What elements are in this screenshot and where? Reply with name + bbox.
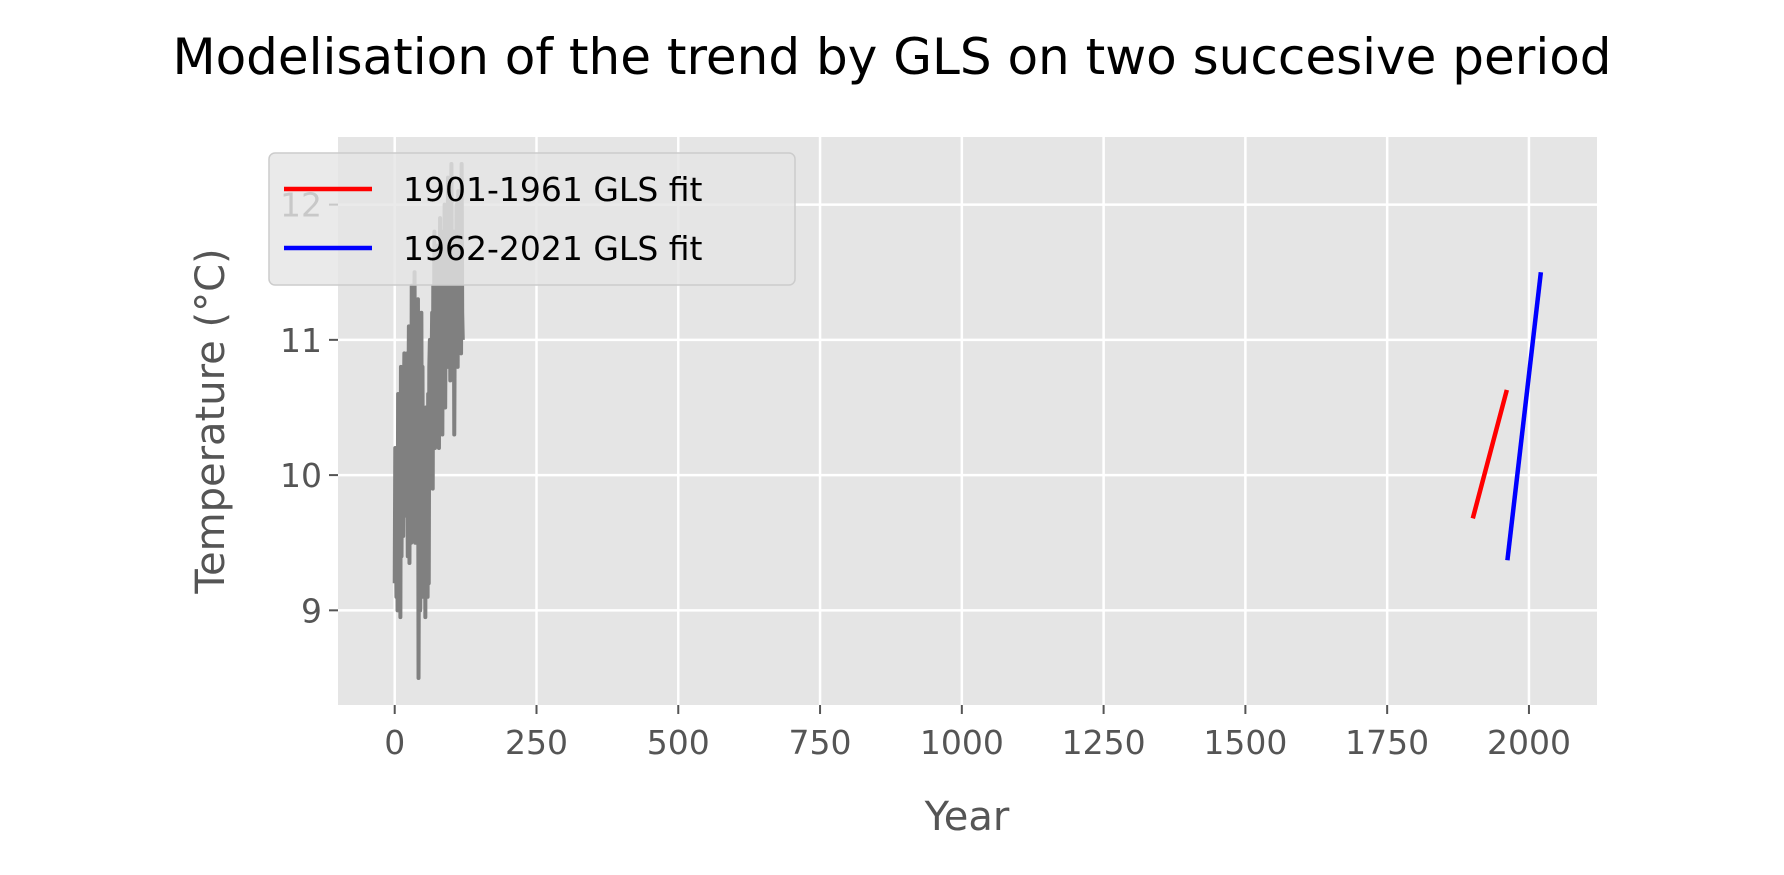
chart-title: Modelisation of the trend by GLS on two …	[172, 28, 1611, 86]
legend-label: 1901-1961 GLS fit	[403, 170, 703, 209]
y-tick-label: 10	[280, 456, 322, 495]
x-tick-label: 0	[384, 723, 405, 762]
x-tick-label: 1750	[1345, 723, 1429, 762]
legend: 1901-1961 GLS fit 1962-2021 GLS fit	[268, 152, 796, 286]
x-tick-label: 2000	[1487, 723, 1571, 762]
x-axis-label: Year	[924, 794, 1010, 840]
x-tick-label: 500	[647, 723, 710, 762]
x-tick-label: 1250	[1062, 723, 1146, 762]
x-tick-label: 750	[789, 723, 852, 762]
y-tick-label: 9	[301, 591, 322, 630]
x-tick-label: 1500	[1203, 723, 1287, 762]
y-axis-label: Temperature (°C)	[188, 248, 234, 594]
x-tick-label: 1000	[920, 723, 1004, 762]
legend-box	[268, 152, 796, 286]
gls-fit-line-2	[1505, 271, 1544, 561]
legend-items: 1901-1961 GLS fit 1962-2021 GLS fit	[284, 170, 703, 268]
axis-ticks: 0250500750100012501500175020009101112	[280, 186, 1571, 762]
legend-label: 1962-2021 GLS fit	[403, 229, 703, 268]
gls-fit-line-1	[1470, 389, 1510, 519]
x-tick-label: 250	[505, 723, 568, 762]
y-tick-label: 11	[280, 321, 322, 360]
